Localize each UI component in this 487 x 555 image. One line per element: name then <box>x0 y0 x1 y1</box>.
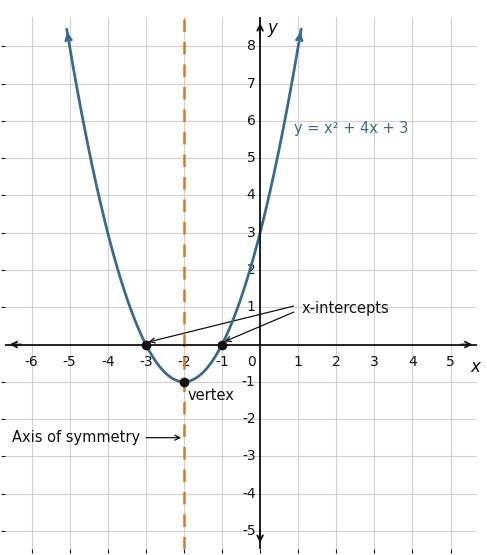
Text: -3: -3 <box>139 355 152 369</box>
Text: vertex: vertex <box>187 388 235 403</box>
Text: x: x <box>470 357 480 376</box>
Text: 2: 2 <box>332 355 341 369</box>
Text: -5: -5 <box>63 355 76 369</box>
Text: 5: 5 <box>446 355 455 369</box>
Text: Axis of symmetry: Axis of symmetry <box>13 430 180 445</box>
Text: 2: 2 <box>247 263 256 277</box>
Text: 5: 5 <box>247 151 256 165</box>
Text: x-intercepts: x-intercepts <box>302 301 390 316</box>
Text: -1: -1 <box>242 375 256 389</box>
Text: -4: -4 <box>242 487 256 501</box>
Text: -2: -2 <box>177 355 191 369</box>
Text: 1: 1 <box>294 355 302 369</box>
Text: 3: 3 <box>247 226 256 240</box>
Text: -6: -6 <box>25 355 38 369</box>
Text: 4: 4 <box>408 355 417 369</box>
Text: 3: 3 <box>370 355 379 369</box>
Text: -3: -3 <box>242 450 256 463</box>
Text: 6: 6 <box>247 114 256 128</box>
Text: 0: 0 <box>247 355 256 369</box>
Text: 1: 1 <box>247 300 256 314</box>
Text: y: y <box>268 18 278 37</box>
Text: y = x² + 4x + 3: y = x² + 4x + 3 <box>295 121 409 136</box>
Text: -5: -5 <box>242 524 256 538</box>
Text: 4: 4 <box>247 189 256 203</box>
Text: -1: -1 <box>215 355 229 369</box>
Text: 8: 8 <box>247 39 256 53</box>
Text: -2: -2 <box>242 412 256 426</box>
Text: -4: -4 <box>101 355 114 369</box>
Text: 7: 7 <box>247 77 256 90</box>
